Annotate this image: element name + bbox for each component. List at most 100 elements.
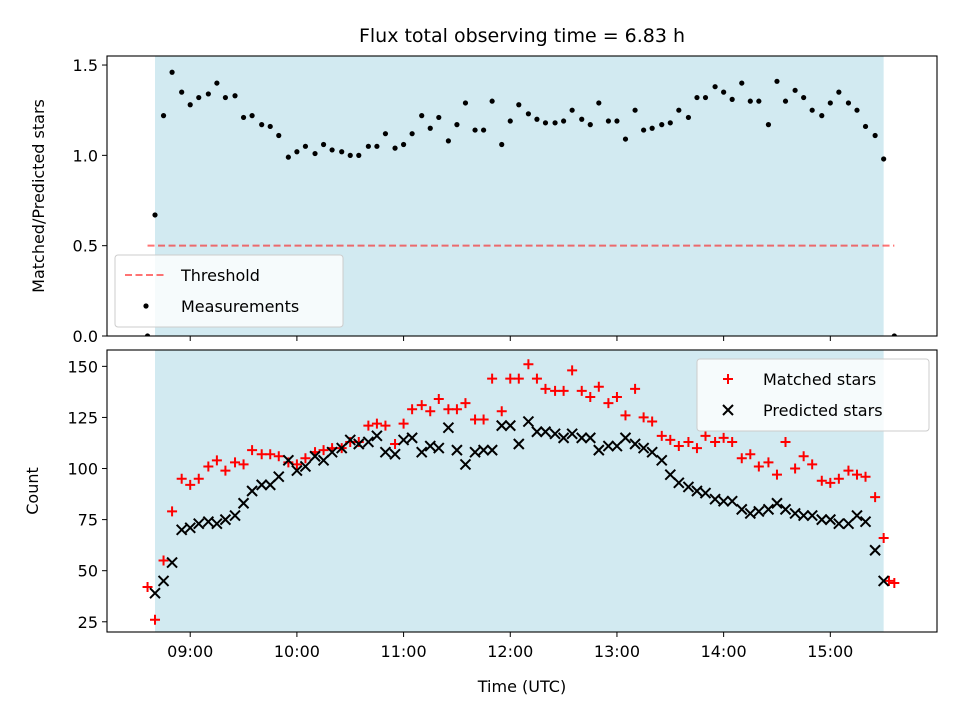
point-x xyxy=(166,556,178,569)
point-x xyxy=(851,509,863,522)
point-x xyxy=(362,436,375,448)
y-tick-label: 0.5 xyxy=(73,237,98,256)
y-tick-label: 75 xyxy=(78,511,98,530)
point-dot xyxy=(187,102,193,108)
point-plus xyxy=(363,420,374,431)
x-tick-label: 10:00 xyxy=(274,642,320,661)
point-x xyxy=(211,517,223,530)
legend-marker xyxy=(722,404,734,416)
point-x xyxy=(797,509,810,522)
point-x xyxy=(424,440,436,452)
point-x xyxy=(229,509,241,522)
point-x xyxy=(664,468,676,481)
point-plus xyxy=(851,469,862,480)
point-plus xyxy=(158,555,169,566)
point-x xyxy=(816,513,828,526)
point-plus xyxy=(630,383,641,394)
point-x xyxy=(771,497,783,509)
point-x xyxy=(646,446,658,458)
point-x xyxy=(202,515,215,528)
point-x xyxy=(309,450,321,462)
point-x xyxy=(699,487,712,499)
point-x xyxy=(753,505,765,518)
legend-box xyxy=(696,358,930,432)
point-x xyxy=(842,517,855,530)
point-dot xyxy=(872,132,878,139)
point-x xyxy=(691,485,703,497)
point-plus xyxy=(700,430,711,441)
point-plus xyxy=(371,418,382,429)
point-x xyxy=(504,419,516,432)
point-dot xyxy=(525,111,532,117)
point-dot xyxy=(409,131,415,137)
point-dot xyxy=(365,143,371,149)
point-plus xyxy=(550,385,561,396)
count-panel: 25 50 75 100 125 150 09:00 10:00 11:00 12:00 13:00… xyxy=(23,349,938,661)
point-dot xyxy=(419,113,425,119)
chart-title: Flux total observing time = 6.83 h xyxy=(359,25,685,47)
point-dot xyxy=(152,212,158,218)
ratio-panel: 0.0 0.5 1.0 1.5 Matched/Predicted stars Thres… xyxy=(29,55,938,346)
point-x xyxy=(736,503,748,516)
point-x xyxy=(576,432,588,444)
y-tick-label: 125 xyxy=(67,408,98,427)
y-tick-label: 25 xyxy=(78,613,98,632)
point-plus xyxy=(673,441,684,452)
point-plus xyxy=(433,394,444,405)
point-dot xyxy=(845,100,852,106)
point-dot xyxy=(169,69,175,75)
point-dot xyxy=(649,125,655,131)
point-x xyxy=(682,481,695,493)
point-plus xyxy=(683,436,694,447)
point-dot xyxy=(232,93,238,99)
point-dot xyxy=(400,141,407,148)
point-x xyxy=(619,432,632,444)
point-x xyxy=(184,522,196,534)
point-x xyxy=(602,440,615,452)
point-plus xyxy=(443,404,454,415)
point-dot xyxy=(605,118,612,124)
point-plus xyxy=(816,475,827,486)
data-points xyxy=(144,69,897,336)
point-x xyxy=(389,448,401,460)
point-dot xyxy=(756,98,762,104)
point-dot xyxy=(222,94,229,101)
point-plus xyxy=(167,506,178,517)
point-dot xyxy=(339,149,345,155)
point-x xyxy=(744,507,757,520)
point-plus xyxy=(611,392,622,402)
point-x xyxy=(326,446,338,458)
point-dot xyxy=(765,122,772,128)
point-x xyxy=(629,438,641,450)
point-dot xyxy=(739,80,745,86)
point-x xyxy=(379,446,392,458)
point-plus xyxy=(380,420,391,431)
point-x xyxy=(549,428,561,440)
point-dot xyxy=(659,122,665,128)
x-tick-label: 15:00 xyxy=(807,642,853,661)
point-x xyxy=(726,495,738,507)
point-plus xyxy=(807,459,818,470)
point-x xyxy=(255,479,268,491)
point-plus xyxy=(771,469,782,480)
point-plus xyxy=(691,443,702,454)
point-x xyxy=(566,428,578,440)
point-dot xyxy=(302,143,309,149)
point-dot xyxy=(249,113,255,119)
y-tick-label: 1.0 xyxy=(73,146,98,165)
point-plus xyxy=(638,412,649,423)
point-dot xyxy=(569,107,575,113)
point-dot xyxy=(507,118,513,124)
point-dot xyxy=(881,156,887,162)
point-plus xyxy=(238,459,249,470)
point-x xyxy=(317,454,330,467)
point-dot xyxy=(782,98,789,104)
point-x xyxy=(451,444,463,456)
point-x xyxy=(406,432,418,444)
point-dot xyxy=(312,150,318,157)
point-x xyxy=(593,444,605,456)
y-tick-label: 0.0 xyxy=(73,327,98,346)
point-dot xyxy=(427,125,433,131)
point-x xyxy=(789,507,801,520)
